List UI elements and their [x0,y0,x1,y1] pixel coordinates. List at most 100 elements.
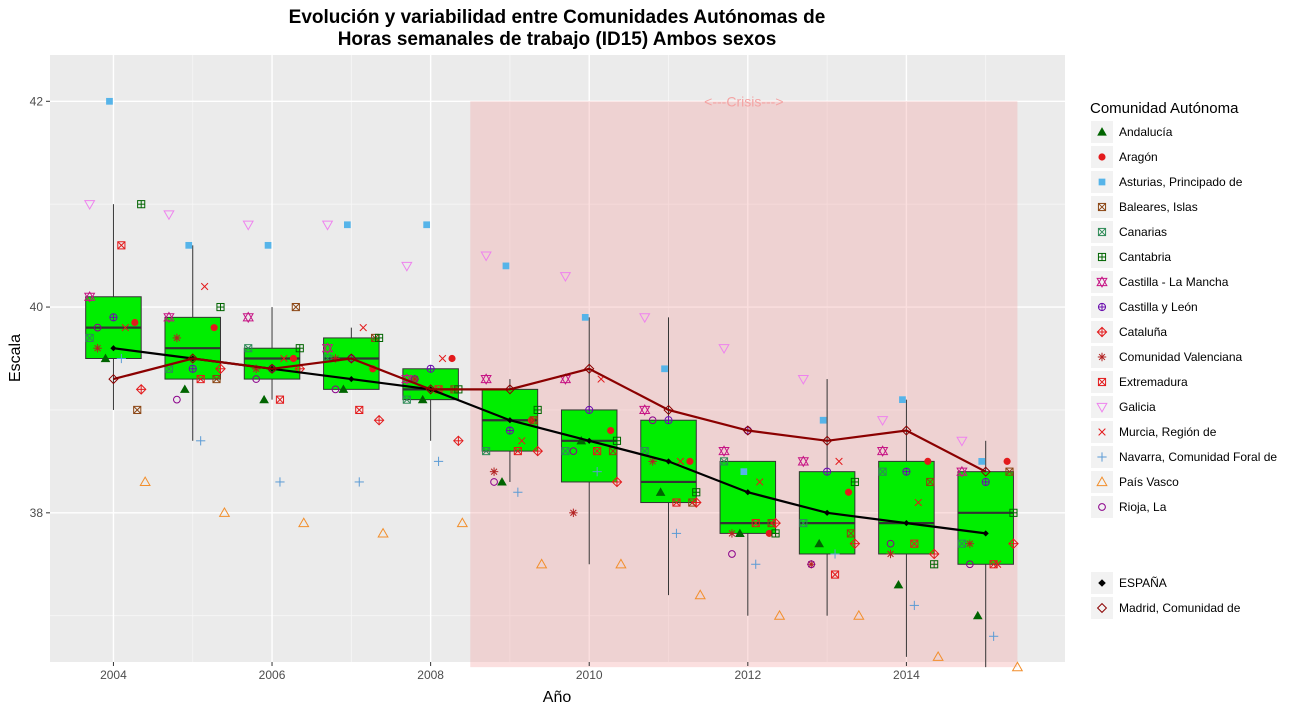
legend-label: Cataluña [1119,325,1167,339]
point-castilla-y-le-n [981,477,990,487]
point-espana [824,509,831,516]
legend-title: Comunidad Autónoma [1090,100,1239,117]
x-tick-label: 2010 [576,668,603,682]
point-andaluc-a [497,477,507,486]
point-murcia-regi-n-de [755,478,764,486]
point-navarra-comunidad-foral-de [671,528,682,539]
point-cantabria [612,436,622,445]
legend-item: Murcia, Región de [1091,421,1217,443]
legend: Comunidad Autónoma Andalucía Aragón Asturi… [1090,100,1277,619]
legend-item: Cantabria [1091,246,1171,268]
legend-marker [1097,127,1107,136]
point-rioja-la [965,560,974,569]
point-pa-s-vasco [853,609,865,620]
chart-title-line2: Horas semanales de trabajo (ID15) Ambos … [338,29,777,50]
point-cantabria [692,488,701,497]
point-canarias [878,467,887,476]
legend-item: Aragón [1091,146,1158,168]
point-rioja-la [807,560,816,569]
point-pa-s-vasco [773,609,786,620]
point-cantabria [930,560,939,569]
point-cantabria [771,529,780,538]
legend-marker [1098,579,1106,587]
y-tick-label: 38 [30,506,44,520]
point-arag-n [527,416,535,424]
legend-marker [1096,402,1108,413]
point-cantabria [1009,508,1018,517]
point-catalu-a [373,414,385,426]
crisis-band [470,101,1018,668]
point-navarra-comunidad-foral-de [196,436,206,446]
point-espana [586,437,593,444]
point-navarra-comunidad-foral-de [513,487,523,497]
legend-marker [1097,352,1107,362]
point-canarias [957,539,966,548]
point-arag-n [289,354,298,363]
legend-label: Castilla - La Mancha [1119,275,1229,289]
point-madrid [980,466,991,477]
line-madrid [113,357,987,473]
point-cantabria [375,333,384,342]
legend-marker [1096,276,1108,288]
point-baleares-islas [529,416,538,425]
legend-item: Cataluña [1091,321,1167,343]
point-comunidad-valenciana [886,549,895,559]
point-navarra-comunidad-foral-de [116,353,126,364]
point-catalu-a [135,384,147,395]
point-madrid [187,353,198,364]
point-cantabria [137,200,146,209]
point-asturias-principado-de [502,262,510,270]
point-espana [744,489,751,496]
point-arag-n [131,318,139,327]
x-axis: 2004 2006 2008 2010 2012 2014 [100,662,920,682]
point-extremadura [593,447,602,456]
point-castilla-y-le-n [505,426,514,435]
point-murcia-regi-n-de [835,457,843,466]
box-2006 [243,347,301,380]
point-murcia-regi-n-de [438,354,447,363]
legend-label: Navarra, Comunidad Foral de [1119,450,1277,464]
point-andaluc-a [735,528,745,537]
point-galicia [480,251,492,262]
point-extremadura [355,405,364,415]
point-andaluc-a [179,384,190,393]
point-castilla-la-mancha [321,342,334,355]
point-navarra-comunidad-foral-de [592,467,602,477]
legend-label: Aragón [1119,150,1158,164]
chart-title-line1: Evolución y variabilidad entre Comunidad… [289,7,826,28]
point-asturias-principado-de [264,241,272,249]
point-murcia-regi-n-de [200,282,209,291]
crisis-label: <---Crisis---> [704,93,783,109]
point-extremadura [275,395,285,404]
legend-label: ESPAÑA [1119,576,1167,590]
point-comunidad-valenciana [648,457,657,466]
legend-marker [1098,153,1106,161]
point-rioja-la [648,416,657,425]
point-rioja-la [569,447,578,455]
point-murcia-regi-n-de [676,457,685,466]
point-baleares-islas [1005,467,1014,476]
legend-label: Galicia [1119,400,1156,414]
legend-label: Castilla y León [1119,300,1198,314]
point-murcia-regi-n-de [280,354,288,363]
x-tick-label: 2014 [893,668,920,682]
point-navarra-comunidad-foral-de [275,477,285,487]
point-castilla-y-le-n [426,364,435,373]
legend-marker [1097,377,1107,387]
point-catalu-a [1008,538,1019,550]
legend-key [1091,271,1113,293]
legend-marker [1096,602,1108,614]
point-pa-s-vasco [932,651,944,661]
point-cantabria [216,302,225,312]
point-arag-n [607,426,615,435]
point-canarias [719,457,729,466]
legend-item: Madrid, Comunidad de [1091,597,1241,619]
point-castilla-y-le-n [585,405,594,415]
point-madrid [663,404,674,416]
point-castilla-la-mancha [797,455,810,468]
point-galicia [639,313,651,324]
point-andaluc-a [972,610,983,620]
point-madrid [901,425,912,436]
legend-label: Comunidad Valenciana [1119,350,1243,364]
